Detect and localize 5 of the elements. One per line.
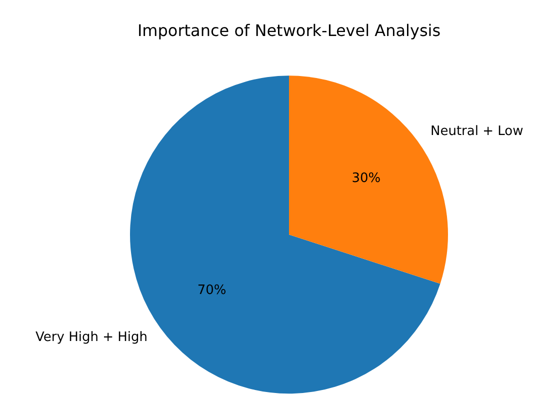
chart-title: Importance of Network-Level Analysis <box>137 20 441 40</box>
slice-label: Neutral + Low <box>430 124 524 140</box>
data-label: 70% <box>197 283 226 298</box>
data-label: 30% <box>352 170 381 186</box>
slice-label: Very High + High <box>36 330 148 345</box>
